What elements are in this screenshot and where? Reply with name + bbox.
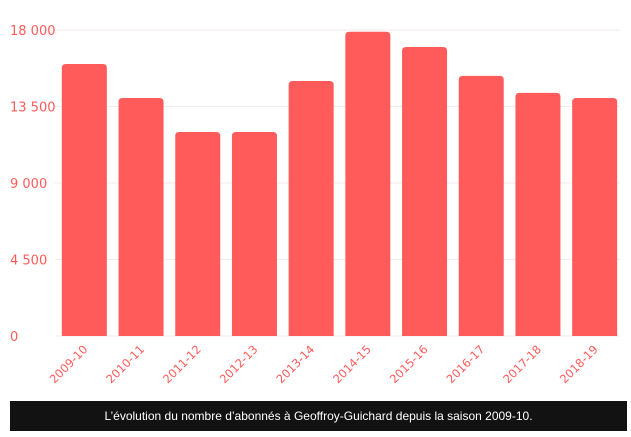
bar-2014-15 <box>345 31 391 336</box>
y-tick-label: 13 500 <box>10 101 56 116</box>
bar-2016-17 <box>458 75 504 337</box>
bar-2011-12 <box>175 132 221 336</box>
bar-2017-18 <box>515 92 561 337</box>
x-tick-label: 2009-10 <box>47 342 91 386</box>
x-tick-label: 2016-17 <box>443 342 487 386</box>
y-tick-label: 18 000 <box>10 24 56 39</box>
x-tick-label: 2011-12 <box>160 342 204 386</box>
bar-2012-13 <box>231 132 277 336</box>
bars <box>61 31 618 337</box>
y-tick-label: 4 500 <box>10 254 47 269</box>
x-tick-label: 2015-16 <box>387 342 431 386</box>
y-tick-label: 9 000 <box>10 177 47 192</box>
x-tick-label: 2018-19 <box>557 342 601 386</box>
y-tick-label: 0 <box>10 330 18 345</box>
x-axis-ticks: 2009-10 2010-11 2011-12 2012-13 2013-14 2014-… <box>47 342 601 386</box>
x-tick-label: 2013-14 <box>273 342 317 386</box>
bar-2018-19 <box>572 98 618 336</box>
y-axis-ticks: 0 4 500 9 000 13 500 18 000 <box>10 24 56 345</box>
bar-2009-10 <box>61 64 107 336</box>
x-tick-label: 2012-13 <box>217 342 261 386</box>
x-tick-label: 2014-15 <box>330 342 374 386</box>
bar-2013-14 <box>288 81 334 336</box>
bar-2015-16 <box>402 47 448 336</box>
x-tick-label: 2010-11 <box>103 342 147 386</box>
caption-text: L’évolution du nombre d’abonnés à Geoffr… <box>104 409 533 423</box>
x-tick-label: 2017-18 <box>500 342 544 386</box>
caption-bar: L’évolution du nombre d’abonnés à Geoffr… <box>10 401 627 431</box>
bar-2010-11 <box>118 98 164 336</box>
